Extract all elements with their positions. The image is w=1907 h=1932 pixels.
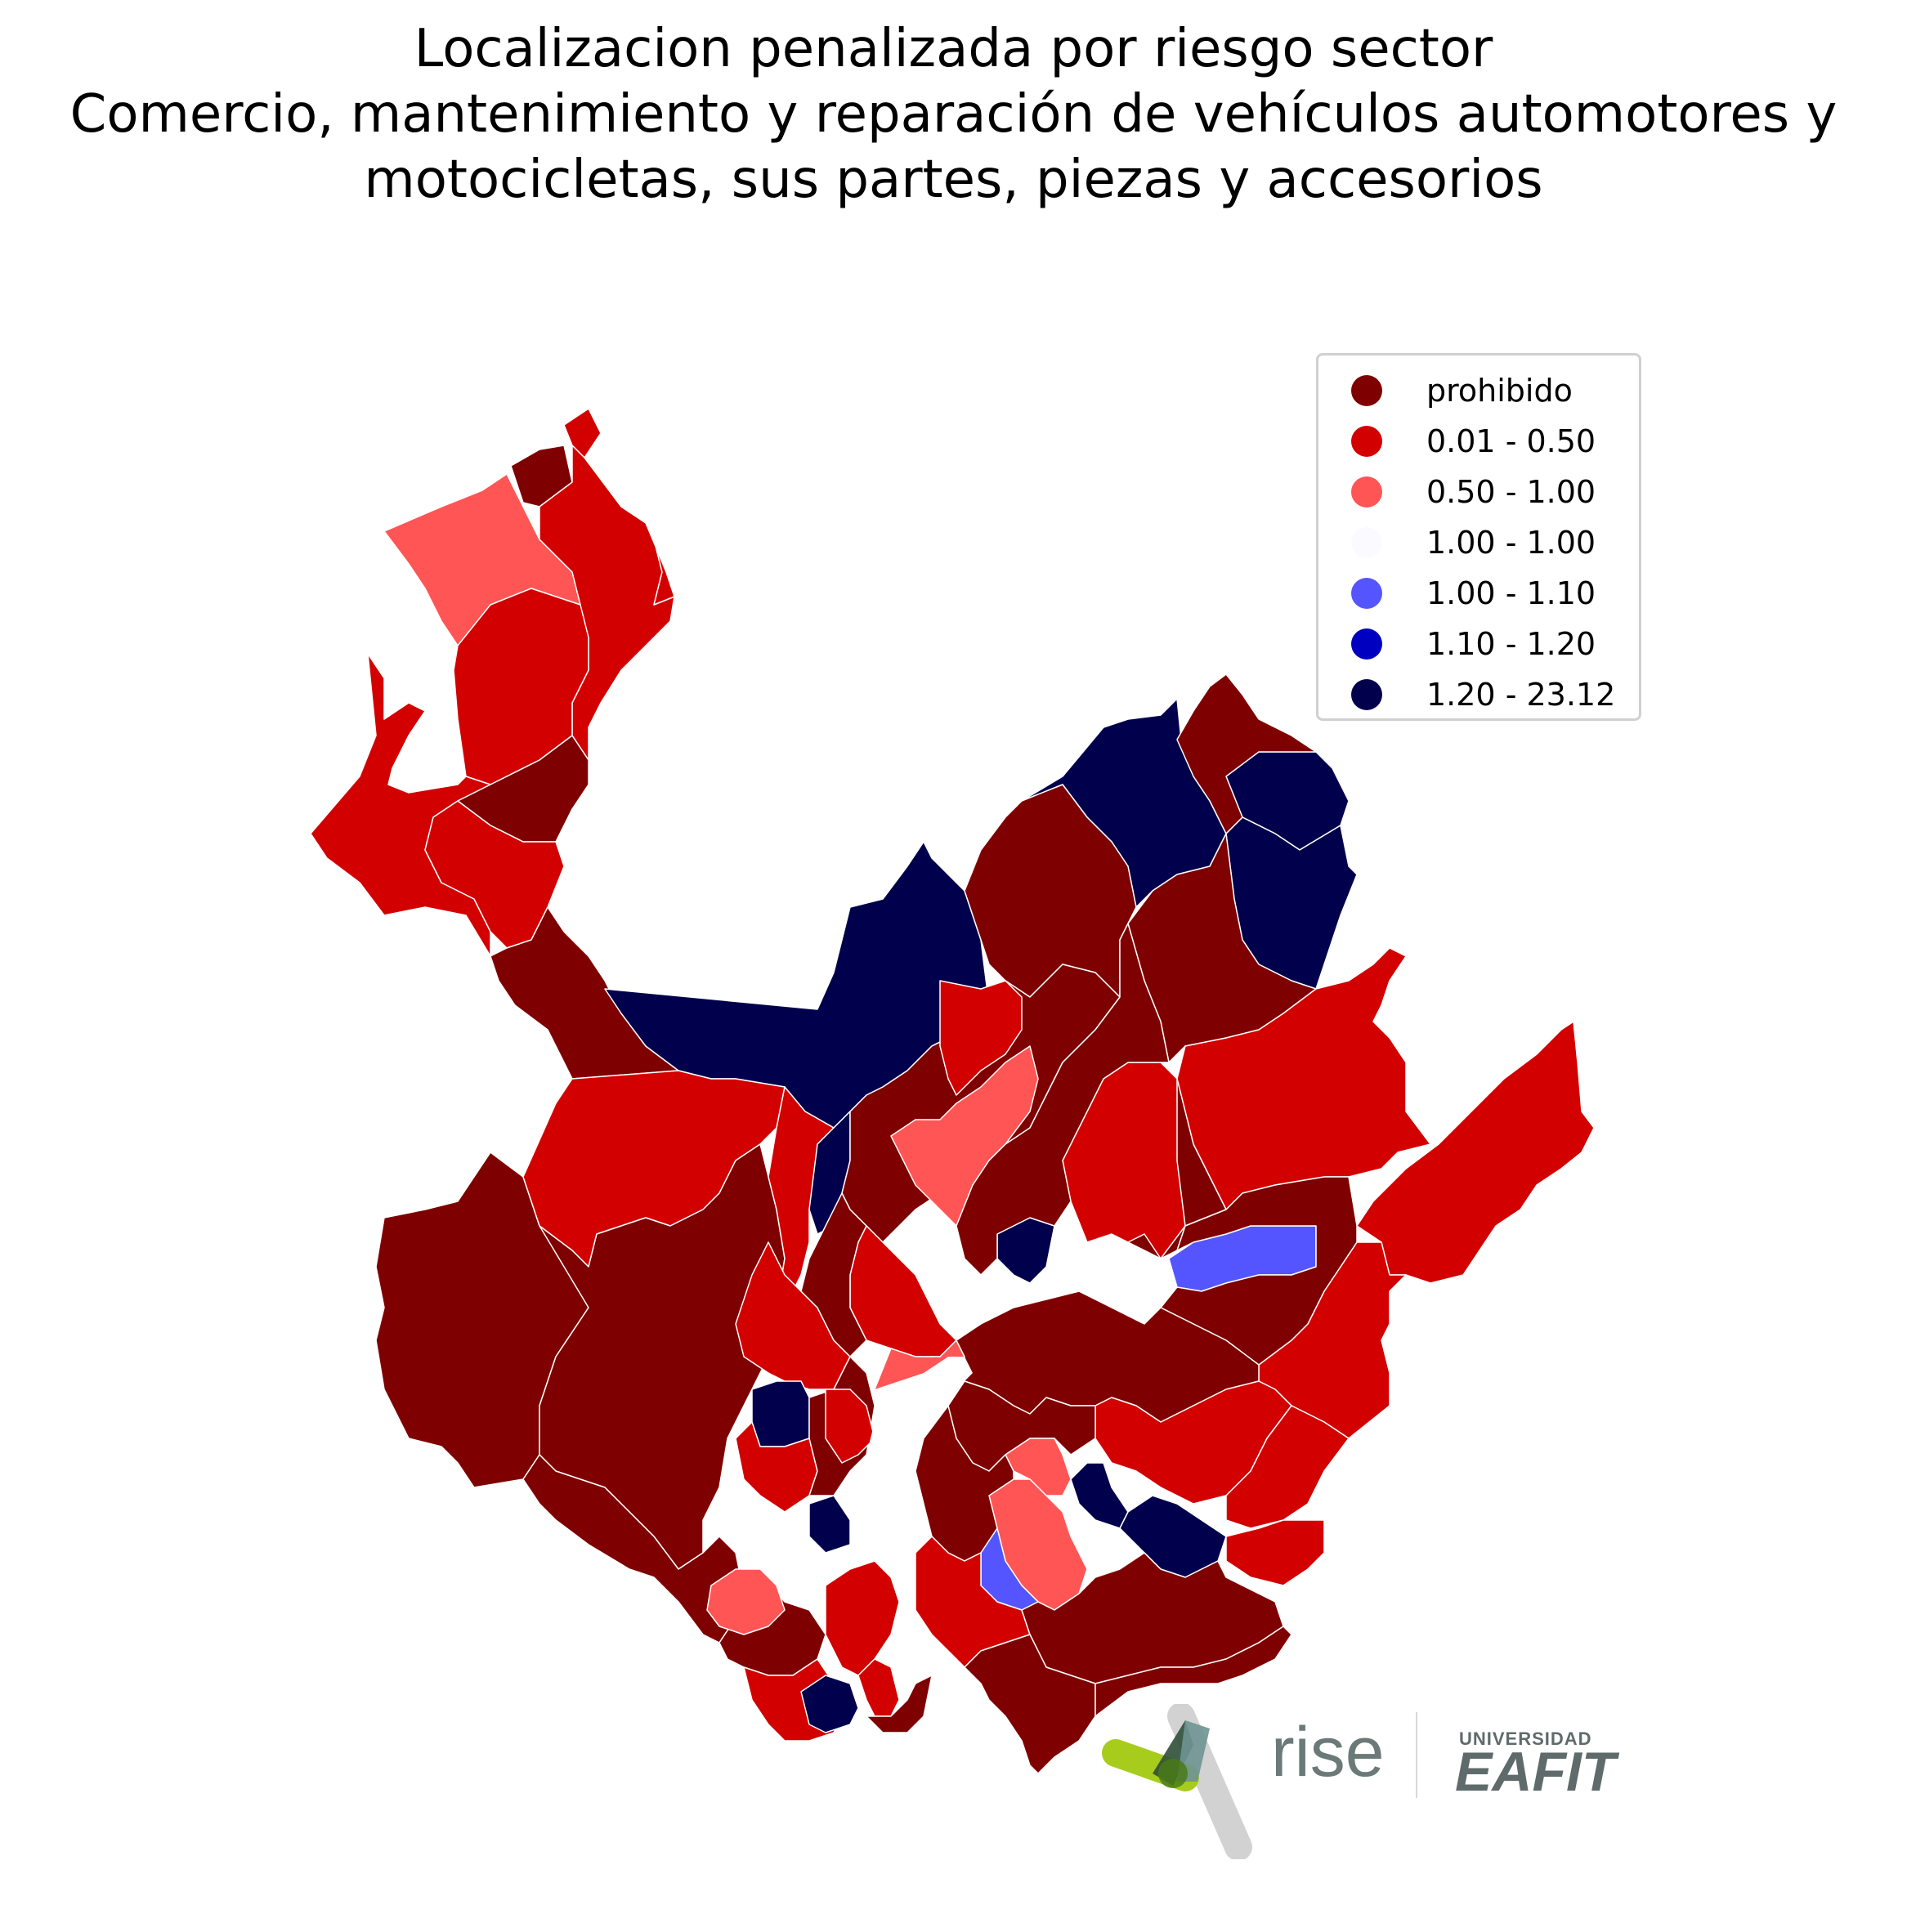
legend-marker-1-20-23-12: [1351, 679, 1382, 710]
region-prohibido-sw3: [866, 1675, 933, 1733]
region-red-sw2: [825, 1560, 900, 1676]
region-turbo: [453, 588, 589, 785]
region-red-sw3: [857, 1658, 900, 1717]
map-gap: [866, 1357, 973, 1569]
legend-marker-1-00-1-00: [1351, 527, 1382, 558]
eafit-wordmark-small: UNIVERSIDAD: [1459, 1729, 1592, 1749]
legend-label-1-10-1-20: 1.10 - 1.20: [1426, 626, 1596, 662]
logo-bar: rise UNIVERSIDAD EAFIT: [1095, 1704, 1651, 1859]
region-prohibido-oriente3: [915, 1405, 1014, 1562]
title-line-2: Comercio, mantenimiento y reparación de …: [69, 84, 1838, 145]
title-line-3: motocicletas, sus partes, piezas y acces…: [364, 150, 1543, 210]
legend-item-0-01-0-50: 0.01 - 0.50: [1318, 416, 1639, 465]
rise-wordmark: rise: [1271, 1713, 1385, 1791]
region-light-red-central: [890, 1045, 1039, 1227]
title-line-1: Localizacion penalizada por riesgo secto…: [414, 19, 1493, 79]
legend-label-1-00-1-10: 1.00 - 1.10: [1426, 575, 1596, 611]
region-prohibido-cent2: [956, 923, 1170, 1276]
region-prohibido-south2: [964, 1634, 1096, 1774]
region-navy-oriente1: [1070, 1462, 1129, 1529]
logo-divider: [1416, 1712, 1417, 1798]
region-prohibido-aburra: [800, 1192, 867, 1357]
legend-marker-0-50-1-00: [1351, 476, 1382, 508]
region-red-oriente2: [1225, 1405, 1350, 1529]
legend-label-1-20-23-12: 1.20 - 23.12: [1426, 677, 1616, 713]
legend-marker-0-01-0-50: [1351, 426, 1382, 457]
region-navy-aburra2: [808, 1495, 851, 1554]
legend-item-0-50-1-00: 0.50 - 1.00: [1318, 467, 1639, 516]
rise-logo-mark: [1102, 1704, 1252, 1859]
legend-marker-1-10-1-20: [1351, 628, 1382, 660]
legend-label-0-01-0-50: 0.01 - 0.50: [1426, 423, 1596, 459]
legend-item-1-20-23-12: 1.20 - 23.12: [1318, 669, 1639, 718]
region-north-tip: [563, 408, 602, 458]
legend-label-0-50-1-00: 0.50 - 1.00: [1426, 474, 1596, 510]
region-east-strip: [645, 522, 675, 606]
legend-marker-1-00-1-10: [1351, 578, 1382, 609]
legend: prohibido 0.01 - 0.50 0.50 - 1.00 1.00 -…: [1316, 353, 1641, 721]
region-red-central-valle: [939, 980, 1023, 1096]
legend-marker-prohibido: [1351, 375, 1382, 406]
region-red-oriente3: [1225, 1519, 1325, 1586]
eafit-wordmark: EAFIT: [1455, 1741, 1616, 1803]
legend-item-prohibido: prohibido: [1318, 365, 1639, 414]
region-red-aburra2: [849, 1225, 957, 1357]
region-red-aburra4: [825, 1389, 875, 1464]
region-navy-sw: [800, 1675, 859, 1733]
legend-item-1-00-1-10: 1.00 - 1.10: [1318, 568, 1639, 617]
legend-item-1-00-1-00: 1.00 - 1.00: [1318, 517, 1639, 566]
region-prohibido-ne1: [1176, 673, 1317, 834]
region-chigorodo: [424, 800, 565, 949]
chart-title: Localizacion penalizada por riesgo secto…: [0, 16, 1907, 212]
region-light-oriente: [1005, 1438, 1072, 1496]
region-navy-aburra: [751, 1380, 810, 1447]
region-light-sw: [706, 1568, 786, 1635]
legend-label-1-00-1-00: 1.00 - 1.00: [1426, 525, 1596, 561]
legend-item-1-10-1-20: 1.10 - 1.20: [1318, 619, 1639, 668]
legend-label-prohibido: prohibido: [1426, 373, 1573, 409]
region-prohibido-south3: [1095, 1626, 1292, 1717]
